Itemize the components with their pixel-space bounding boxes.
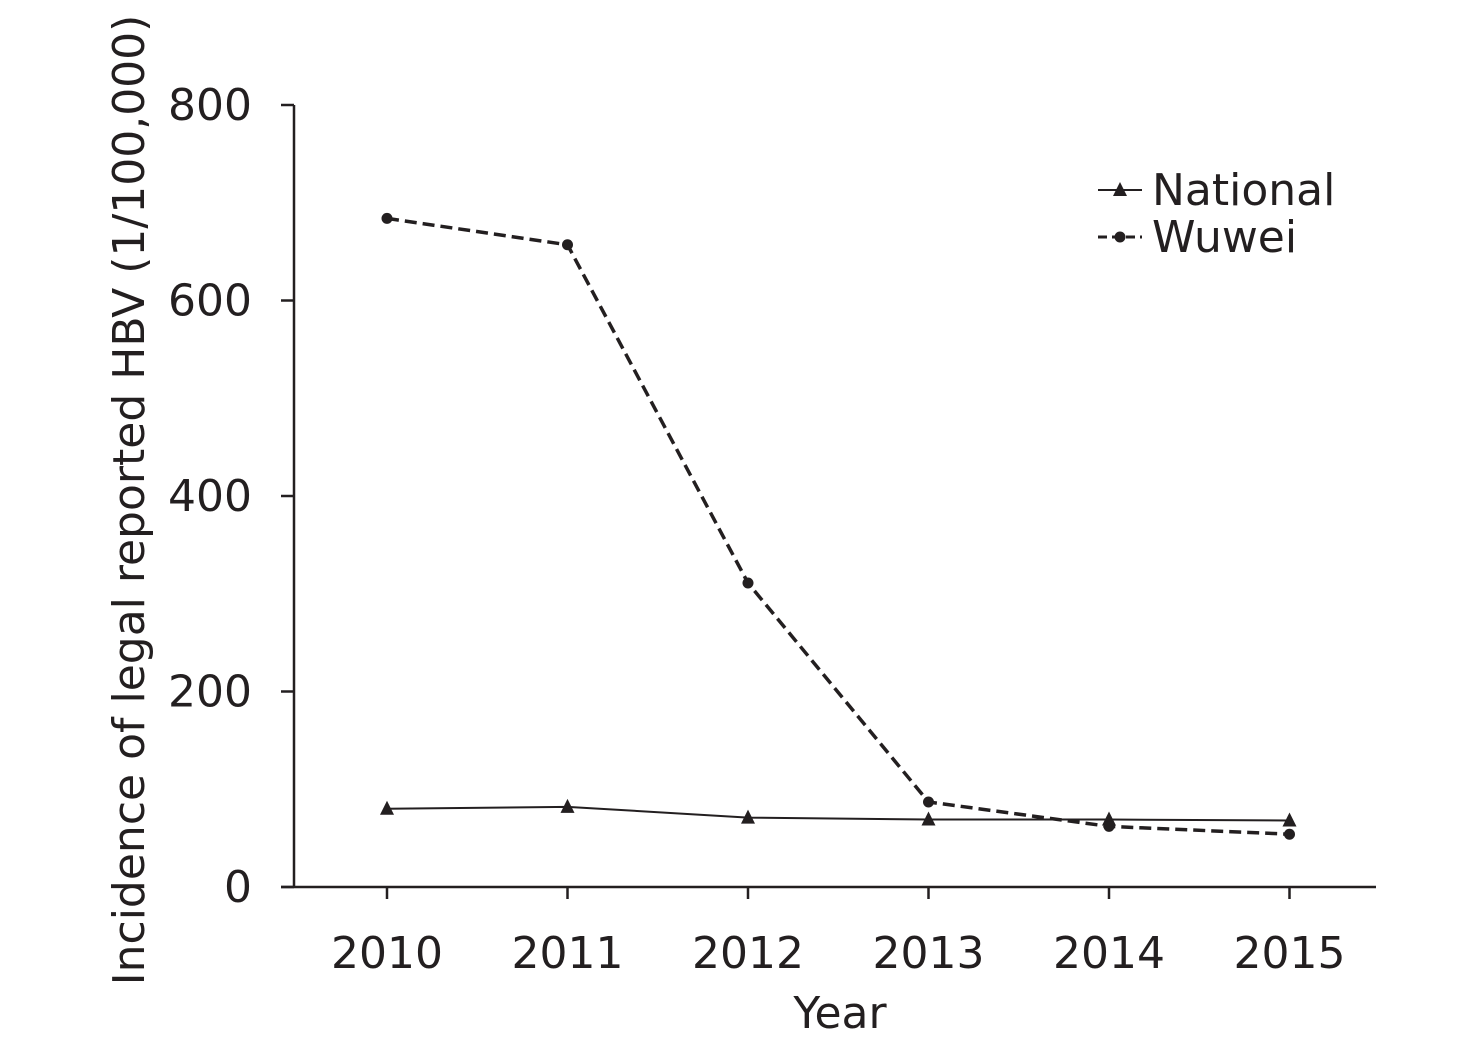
series-national	[380, 798, 1297, 827]
y-tick-label: 200	[168, 667, 252, 718]
data-point	[1103, 820, 1115, 832]
x-tick-label: 2012	[692, 928, 804, 979]
series-wuwei	[381, 212, 1295, 840]
data-point	[921, 811, 936, 826]
data-point	[741, 809, 755, 824]
x-tick-label: 2010	[331, 928, 443, 979]
series-line	[386, 805, 1290, 822]
data-point	[1282, 812, 1297, 827]
data-point	[1284, 828, 1295, 840]
series-layer	[380, 212, 1297, 840]
data-point	[381, 212, 393, 224]
series-line	[386, 216, 1290, 836]
x-tick-label: 2011	[512, 928, 624, 979]
data-point	[380, 800, 394, 815]
axes: 0 200 400 600 800 2010 2011 2012 2013 2014 2015	[168, 80, 1376, 979]
x-tick-label: 2014	[1053, 928, 1165, 979]
x-tick-label: 2015	[1234, 928, 1346, 979]
legend-label: Wuwei	[1152, 212, 1297, 263]
data-point	[923, 796, 934, 808]
legend-item-national: National	[1098, 165, 1335, 216]
y-tick-label: 400	[168, 471, 252, 522]
data-point	[562, 239, 573, 251]
y-tick-label: 800	[168, 80, 252, 131]
legend-marker	[1113, 182, 1127, 196]
data-point	[560, 798, 575, 813]
legend-label: National	[1152, 165, 1335, 216]
y-tick-label: 0	[224, 862, 252, 913]
legend-item-wuwei: Wuwei	[1098, 212, 1297, 263]
data-point	[1102, 811, 1116, 826]
x-axis-title: Year	[792, 988, 887, 1039]
data-point	[742, 577, 754, 589]
x-tick-label: 2013	[873, 928, 985, 979]
legend-marker	[1114, 231, 1126, 243]
y-tick-label: 600	[168, 276, 252, 327]
y-axis-title: Incidence of legal reported HBV (1/100,0…	[104, 15, 155, 986]
